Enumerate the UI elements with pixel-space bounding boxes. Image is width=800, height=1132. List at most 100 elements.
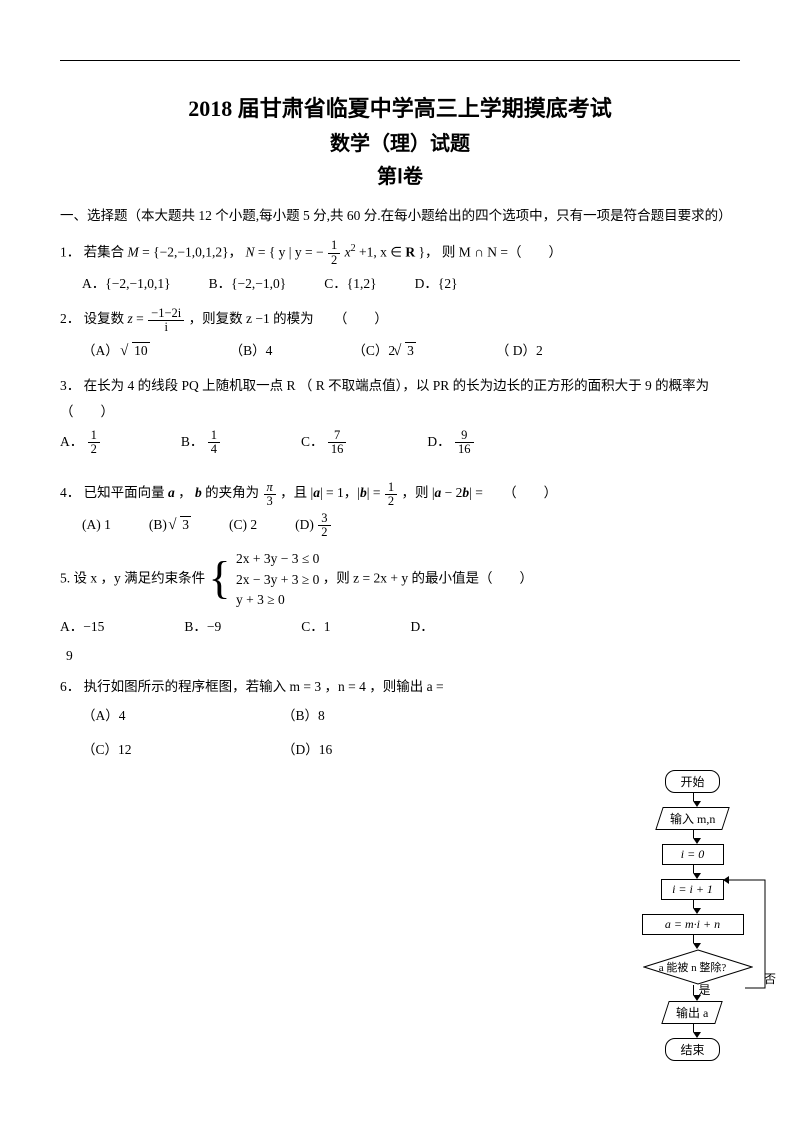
q4-opt-a: (A) 1 bbox=[82, 512, 111, 540]
q3-text: 在长为 4 的线段 PQ 上随机取一点 R （ R 不取端点值），以 PR 的长… bbox=[60, 378, 709, 419]
q5-system: 2x + 3y − 3 ≤ 0 2x − 3y + 3 ≥ 0 y + 3 ≥ … bbox=[236, 549, 319, 610]
q4-a: 已知平面向量 bbox=[84, 485, 168, 500]
fc-init: i = 0 bbox=[662, 844, 724, 865]
q2-A-rad: 10 bbox=[132, 342, 150, 358]
fc-calc-text: a = m·i + n bbox=[665, 917, 720, 931]
q1-text-m: = {−2,−1,0,1,2}， bbox=[142, 244, 242, 259]
q1-opt-c: C．{1,2} bbox=[324, 271, 376, 297]
q5-opt-c: C．1 bbox=[301, 614, 330, 640]
q2-C-sqrt: 3 bbox=[395, 338, 416, 364]
q2-frac-d: i bbox=[148, 321, 184, 334]
q5-b: ，则 z = 2x + y 的最小值是（ ） bbox=[323, 571, 533, 586]
q3-opt-d: D． 916 bbox=[427, 429, 474, 457]
q3-C-l: C． bbox=[301, 434, 324, 449]
header-rule bbox=[60, 60, 740, 61]
q4-c6: | = （ ） bbox=[469, 485, 557, 500]
q2-C-rad: 3 bbox=[405, 342, 416, 358]
q4-B-pre: (B) bbox=[149, 517, 170, 532]
fc-inc: i = i + 1 bbox=[661, 879, 724, 900]
q4-D-d: 2 bbox=[318, 526, 330, 539]
question-5: 5. 设 x ，y 满足约束条件 { 2x + 3y − 3 ≤ 0 2x − … bbox=[60, 549, 740, 610]
q4-c: ，且 | bbox=[280, 485, 313, 500]
q1-num: 1． bbox=[60, 244, 80, 259]
q1-M: M bbox=[128, 244, 139, 259]
q1-frac-den: 2 bbox=[328, 254, 340, 267]
q1-frac-num: 1 bbox=[328, 239, 340, 253]
flowchart: 开始 输入 m,n i = 0 i = i + 1 a = m·i + n a … bbox=[615, 770, 770, 1061]
q6-opt-b: （B）8 bbox=[282, 703, 325, 729]
q1-R: R bbox=[405, 244, 415, 259]
fc-cond-text: a 能被 n 整除? bbox=[659, 959, 727, 975]
q1-frac: 1 2 bbox=[328, 239, 340, 266]
q2-eq: = bbox=[136, 311, 147, 326]
q4-vb: b bbox=[195, 485, 202, 500]
q4-c3: | = bbox=[367, 485, 384, 500]
fc-input: 输入 m,n bbox=[655, 807, 730, 830]
q4-ang: π3 bbox=[264, 481, 276, 508]
q2-z: z bbox=[128, 311, 133, 326]
q3-B-d: 4 bbox=[208, 443, 220, 456]
q2-A-lbl: （A） bbox=[82, 343, 119, 358]
q3-opt-c: C． 716 bbox=[301, 429, 347, 457]
q2-frac-n: −1−2i bbox=[148, 307, 184, 321]
q4-options: (A) 1 (B) 3 (C) 2 (D) 32 bbox=[82, 512, 740, 540]
q4-D-n: 3 bbox=[318, 512, 330, 526]
q4-comma: ， bbox=[178, 485, 192, 500]
q3-B-n: 1 bbox=[208, 429, 220, 443]
q1-opt-d: D．{2} bbox=[415, 271, 458, 297]
q3-D-d: 16 bbox=[455, 443, 474, 456]
q3-D-l: D． bbox=[427, 434, 450, 449]
q4-ang-d: 3 bbox=[264, 495, 276, 508]
q1-text-na: = { y | y = − bbox=[258, 244, 324, 259]
q5-r1: 2x + 3y − 3 ≤ 0 bbox=[236, 549, 319, 569]
q4-c4: ，则 | bbox=[401, 485, 434, 500]
q5-d-cont: 9 bbox=[66, 648, 740, 664]
q3-opt-b: B． 14 bbox=[181, 429, 221, 457]
q3-num: 3． bbox=[60, 378, 80, 393]
fc-no-label: 否 bbox=[764, 970, 776, 987]
q4-vb2: b bbox=[360, 485, 367, 500]
q5-a: 设 x ，y 满足约束条件 bbox=[74, 571, 209, 586]
q2-C-pre: （C）2 bbox=[352, 343, 395, 358]
q2-b: ，则复数 z −1 的模为 （ ） bbox=[189, 311, 388, 326]
q2-opt-d: （ D）2 bbox=[496, 338, 543, 364]
q5-num: 5. bbox=[60, 571, 70, 586]
q5-opt-d: D． bbox=[411, 614, 434, 640]
q3-A-l: A． bbox=[60, 434, 83, 449]
question-1: 1． 若集合 M = {−2,−1,0,1,2}， N = { y | y = … bbox=[60, 239, 740, 267]
q5-r2: 2x − 3y + 3 ≥ 0 bbox=[236, 570, 319, 590]
fc-inc-text: i = i + 1 bbox=[672, 882, 713, 896]
fc-input-text: 输入 m,n bbox=[670, 810, 715, 827]
q3-B-l: B． bbox=[181, 434, 204, 449]
q4-va2: a bbox=[313, 485, 320, 500]
q1-sq: 2 bbox=[351, 243, 356, 254]
question-2: 2． 设复数 z = −1−2i i ，则复数 z −1 的模为 （ ） bbox=[60, 306, 740, 334]
q2-opt-b: （B）4 bbox=[230, 338, 273, 364]
title-line2: 数学（理）试题 bbox=[60, 127, 740, 156]
q2-opt-c: （C）2 3 bbox=[352, 338, 416, 364]
q1-opt-a: A．{−2,−1,0,1} bbox=[82, 271, 171, 297]
q4-opt-b: (B) 3 bbox=[149, 512, 191, 540]
q5-options: A．−15 B．−9 C．1 D． bbox=[60, 614, 740, 640]
q2-options: （A） 10 （B）4 （C）2 3 （ D）2 bbox=[82, 338, 740, 364]
q5-brace: { bbox=[209, 555, 231, 601]
fc-output: 输出 a bbox=[662, 1001, 724, 1024]
q4-ang-n: π bbox=[264, 481, 276, 495]
q2-a: 设复数 bbox=[84, 311, 128, 326]
q4-D-pre: (D) bbox=[295, 517, 317, 532]
fc-out-text: 输出 a bbox=[676, 1004, 708, 1021]
q4-opt-d: (D) 32 bbox=[295, 512, 331, 540]
q3-opt-a: A． 12 bbox=[60, 429, 101, 457]
q6-opt-c: （C）12 bbox=[82, 737, 282, 763]
q4-h-n: 1 bbox=[385, 481, 397, 495]
q2-opt-a: （A） 10 bbox=[82, 338, 150, 364]
q3-A-d: 2 bbox=[88, 443, 100, 456]
q1-opt-b: B．{−2,−1,0} bbox=[209, 271, 287, 297]
q1-options: A．{−2,−1,0,1} B．{−2,−1,0} C．{1,2} D．{2} bbox=[82, 271, 740, 297]
title-line1: 2018 届甘肃省临夏中学高三上学期摸底考试 bbox=[60, 91, 740, 123]
q4-c5: − 2 bbox=[441, 485, 462, 500]
q1-text-nc: +1, x ∈ bbox=[359, 244, 405, 259]
q3-A-n: 1 bbox=[88, 429, 100, 443]
question-3: 3． 在长为 4 的线段 PQ 上随机取一点 R （ R 不取端点值），以 PR… bbox=[60, 373, 740, 424]
q4-opt-c: (C) 2 bbox=[229, 512, 257, 540]
